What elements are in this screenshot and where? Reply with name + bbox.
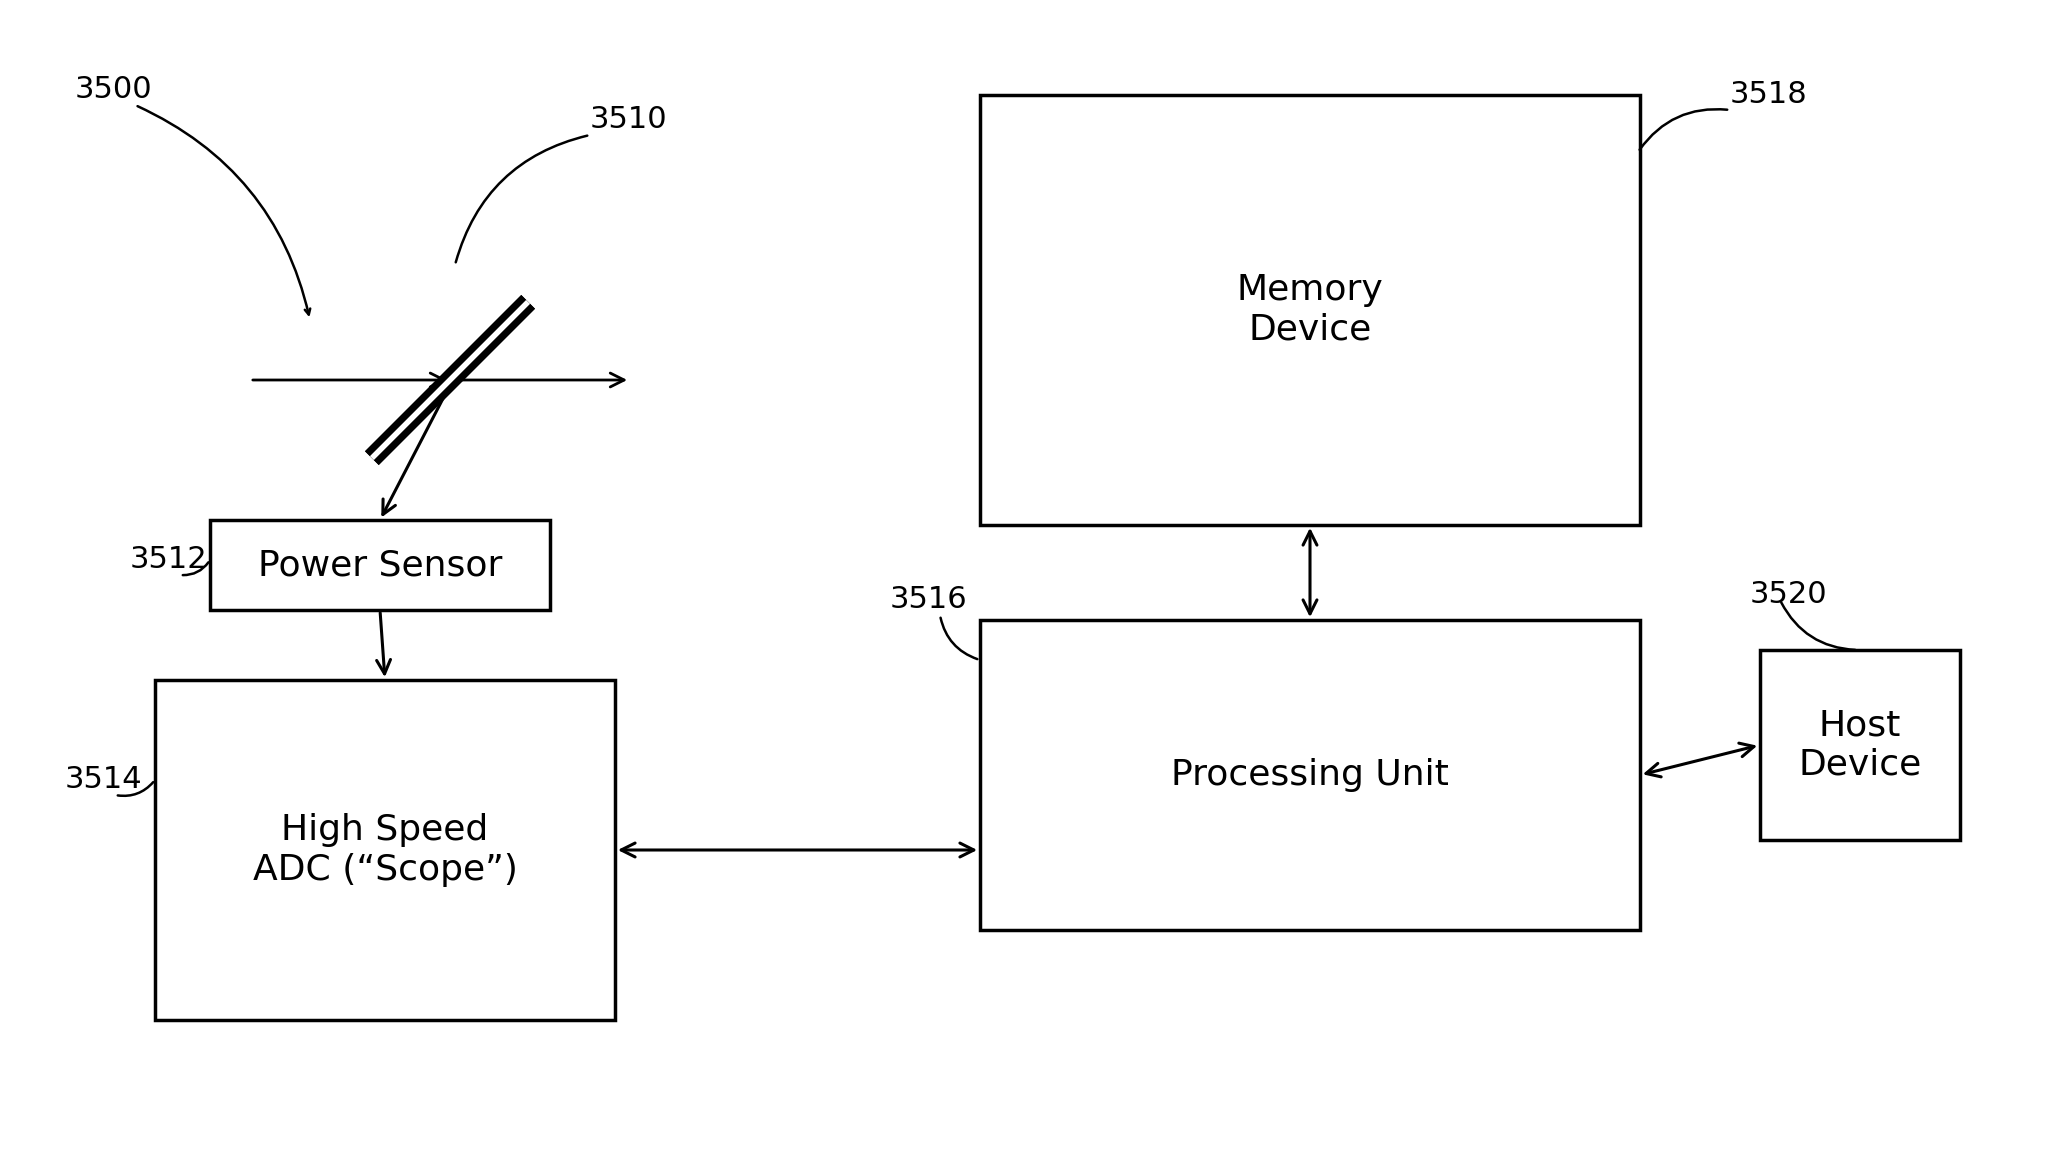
Text: 3500: 3500 bbox=[76, 75, 152, 104]
Text: 3518: 3518 bbox=[1729, 80, 1808, 109]
Text: 3516: 3516 bbox=[889, 585, 967, 614]
Text: Host
Device: Host Device bbox=[1799, 708, 1923, 781]
Text: Processing Unit: Processing Unit bbox=[1171, 758, 1448, 792]
Text: 3520: 3520 bbox=[1750, 580, 1828, 608]
Text: 3514: 3514 bbox=[66, 765, 142, 795]
Bar bbox=[154, 680, 614, 1020]
Text: Power Sensor: Power Sensor bbox=[259, 548, 501, 582]
Bar bbox=[980, 620, 1639, 930]
Text: Memory
Device: Memory Device bbox=[1237, 274, 1384, 347]
Bar bbox=[980, 95, 1639, 525]
Text: 3510: 3510 bbox=[589, 105, 668, 134]
Bar bbox=[1760, 650, 1960, 840]
Text: High Speed
ADC (“Scope”): High Speed ADC (“Scope”) bbox=[253, 814, 518, 887]
Text: 3512: 3512 bbox=[129, 546, 207, 575]
Bar bbox=[210, 520, 550, 610]
